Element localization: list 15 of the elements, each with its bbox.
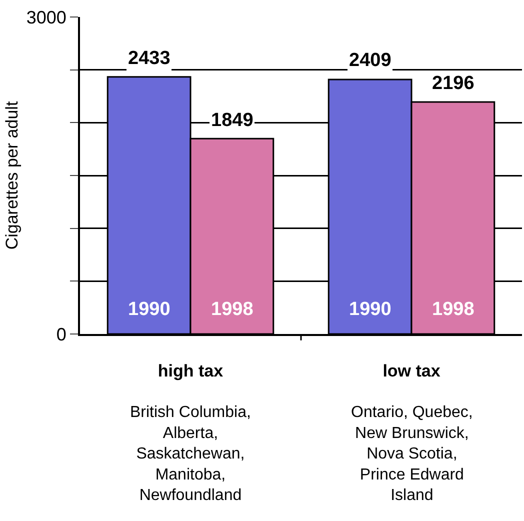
text: Ontario, Quebec, New Brunswick, Nova Scotia, Prince Edward Island bbox=[351, 404, 473, 504]
data-label: 2409 bbox=[349, 50, 392, 71]
text: 1990 bbox=[349, 299, 392, 320]
x-tick-label: low tax bbox=[382, 361, 441, 380]
data-label: 1849 bbox=[211, 110, 254, 131]
text: 1998 bbox=[432, 299, 474, 320]
y-tick-label: 3000 bbox=[26, 7, 66, 28]
y-axis-title: Cigarettes per adult bbox=[2, 101, 22, 250]
data-label: 2433 bbox=[128, 48, 170, 69]
text: British Columbia, Alberta, Saskatchewan, Manitoba, Newfoundland bbox=[130, 404, 251, 504]
y-tick-label: 0 bbox=[56, 324, 66, 344]
series-label: 1998 bbox=[211, 299, 254, 320]
series-label: 1990 bbox=[128, 299, 170, 320]
x-tick-label: high tax bbox=[158, 361, 224, 380]
data-label: 2196 bbox=[432, 73, 474, 94]
